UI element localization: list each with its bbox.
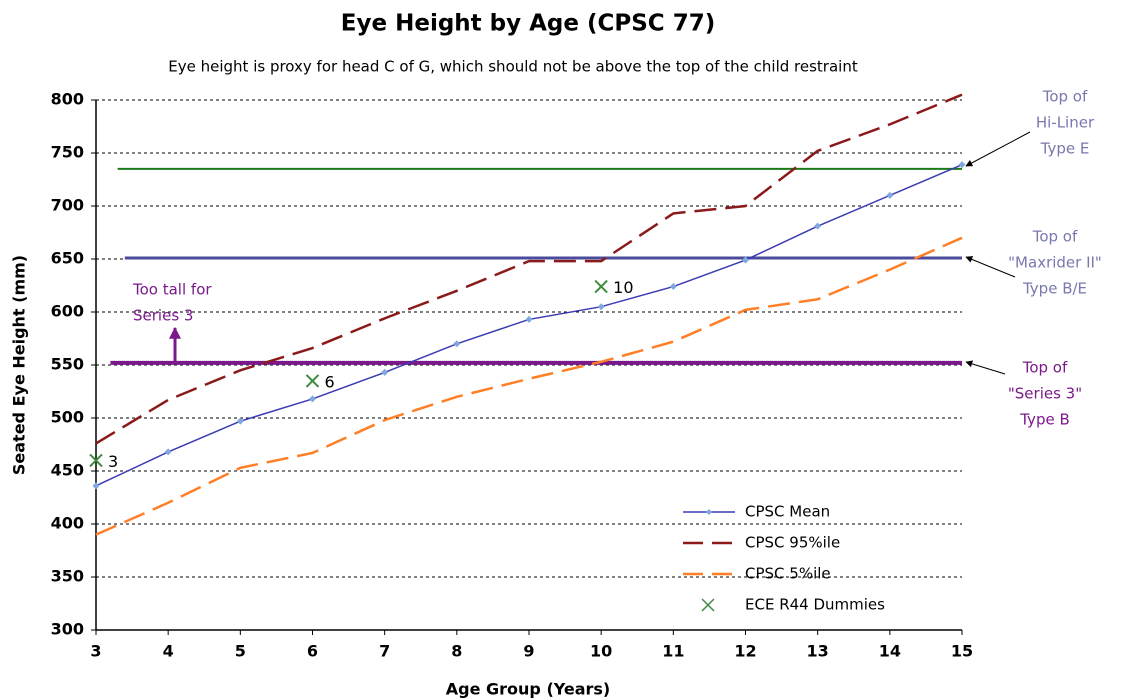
dummy-marker bbox=[594, 279, 608, 294]
point-marker bbox=[381, 368, 389, 376]
annotation-arrow bbox=[965, 256, 1016, 278]
point-marker bbox=[453, 340, 461, 348]
y-tick-label: 650 bbox=[51, 249, 84, 268]
x-tick-label: 6 bbox=[307, 642, 318, 661]
dummy-label: 6 bbox=[325, 372, 335, 391]
point-marker bbox=[92, 482, 100, 490]
legend-label: CPSC 5%ile bbox=[745, 565, 831, 583]
legend-label: CPSC Mean bbox=[745, 503, 830, 521]
x-tick-label: 11 bbox=[662, 642, 684, 661]
annotation-arrow bbox=[965, 360, 1006, 375]
annotation: Too tall for bbox=[132, 281, 212, 299]
point-marker bbox=[814, 222, 822, 230]
dummy-marker bbox=[305, 374, 320, 388]
y-tick-label: 550 bbox=[51, 355, 84, 374]
point-marker bbox=[742, 256, 749, 264]
annotation: Type B/E bbox=[1022, 280, 1087, 298]
annotation: "Series 3" bbox=[1008, 385, 1082, 403]
legend-label: ECE R44 Dummies bbox=[745, 596, 885, 614]
dummy-marker bbox=[89, 453, 103, 468]
x-tick-label: 4 bbox=[163, 642, 174, 661]
x-tick-label: 7 bbox=[379, 642, 390, 661]
dummy-label: 10 bbox=[613, 278, 633, 297]
series-line bbox=[95, 93, 963, 445]
x-tick-label: 12 bbox=[734, 642, 756, 661]
chart-subtitle: Eye height is proxy for head C of G, whi… bbox=[168, 58, 858, 76]
x-tick-label: 14 bbox=[879, 642, 901, 661]
y-tick-label: 800 bbox=[51, 90, 84, 109]
annotation: Type E bbox=[1040, 140, 1090, 158]
point-marker bbox=[886, 191, 894, 199]
series-line bbox=[95, 163, 963, 487]
x-tick-label: 15 bbox=[951, 642, 973, 661]
point-marker bbox=[597, 303, 605, 311]
legend-swatch bbox=[701, 598, 715, 612]
point-marker bbox=[958, 161, 966, 169]
legend-swatch bbox=[706, 509, 712, 515]
annotation: Top of bbox=[1042, 88, 1088, 106]
y-tick-label: 450 bbox=[51, 461, 84, 480]
point-marker bbox=[525, 315, 533, 323]
annotation: "Maxrider II" bbox=[1008, 254, 1102, 272]
point-marker bbox=[164, 448, 172, 456]
annotation: Type B bbox=[1019, 411, 1070, 429]
series-line bbox=[95, 236, 963, 536]
annotation: Top of bbox=[1022, 359, 1068, 377]
point-marker bbox=[669, 283, 677, 291]
x-axis-label: Age Group (Years) bbox=[446, 680, 611, 699]
x-tick-label: 9 bbox=[523, 642, 534, 661]
y-tick-label: 500 bbox=[51, 408, 84, 427]
dummy-label: 3 bbox=[108, 452, 118, 471]
annotation: Top of bbox=[1032, 228, 1078, 246]
annotation: Hi-Liner bbox=[1036, 114, 1095, 132]
x-tick-label: 10 bbox=[590, 642, 612, 661]
x-tick-label: 13 bbox=[807, 642, 829, 661]
y-tick-label: 350 bbox=[51, 567, 84, 586]
y-tick-label: 400 bbox=[51, 514, 84, 533]
x-tick-label: 5 bbox=[235, 642, 246, 661]
legend-label: CPSC 95%ile bbox=[745, 534, 840, 552]
x-tick-label: 3 bbox=[90, 642, 101, 661]
y-tick-label: 600 bbox=[51, 302, 84, 321]
chart-title: Eye Height by Age (CPSC 77) bbox=[341, 11, 715, 37]
y-axis-label: Seated Eye Height (mm) bbox=[10, 255, 29, 475]
point-marker bbox=[309, 395, 316, 403]
annotation: Series 3 bbox=[133, 307, 193, 325]
y-tick-label: 300 bbox=[51, 620, 84, 639]
y-tick-label: 700 bbox=[51, 196, 84, 215]
point-marker bbox=[236, 417, 244, 425]
annotation-arrow bbox=[965, 131, 1031, 167]
y-tick-label: 750 bbox=[51, 143, 84, 162]
x-tick-label: 8 bbox=[451, 642, 462, 661]
